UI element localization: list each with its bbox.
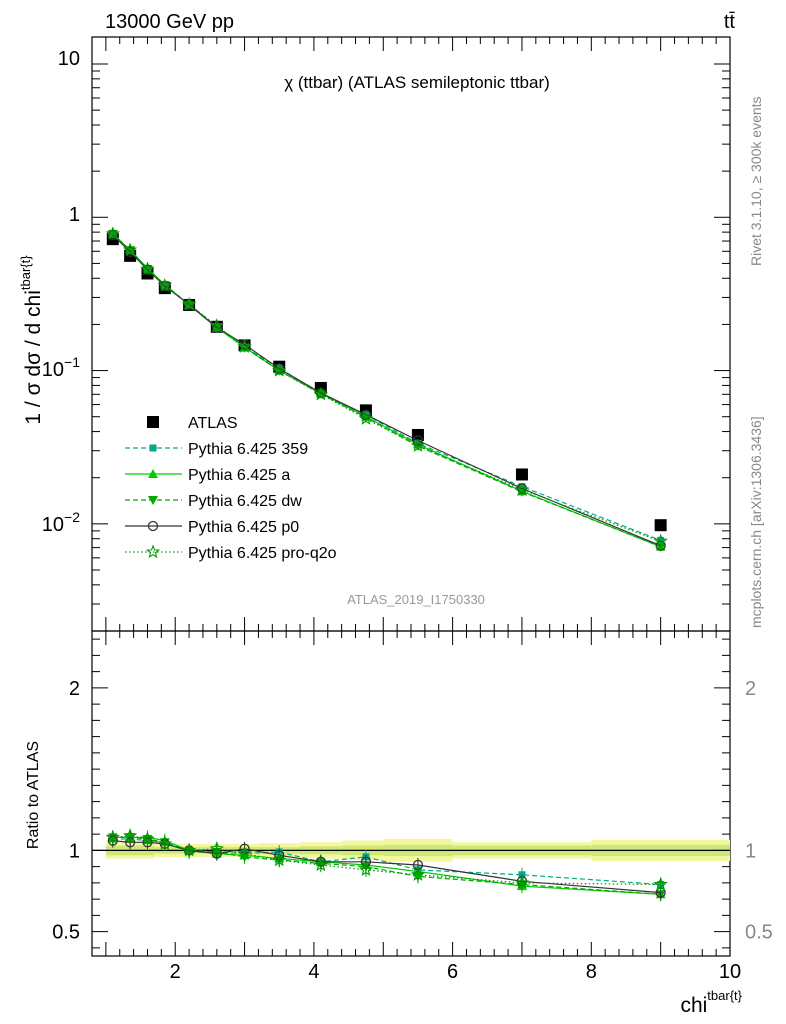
ratio-plot-panel: 0.5 0.5 1 1 2 2 Ratio to ATLAS 2 4 6 8 10 chitbar… [25, 630, 773, 1017]
data-point [124, 246, 136, 257]
ratio-point [122, 828, 138, 842]
data-point [360, 409, 372, 420]
ratio-point [272, 852, 287, 867]
ratio-y-tick-labels: 0.5 0.5 1 1 2 2 [52, 678, 773, 944]
legend-label: Pythia 6.425 a [188, 467, 290, 484]
ratio-point [209, 841, 224, 855]
ratio-y-tick-label-right: 2 [745, 678, 756, 700]
data-point [313, 386, 329, 401]
data-point [654, 519, 667, 532]
legend-label: Pythia 6.425 pro-q2o [188, 545, 337, 562]
main-plot-frame [91, 36, 731, 632]
ratio-point [157, 836, 172, 850]
collision-label: 13000 GeV pp [105, 11, 234, 33]
ratio-uncertainty-band [92, 839, 730, 862]
legend-marker [148, 469, 158, 478]
data-point [655, 540, 666, 551]
data-point [514, 482, 530, 496]
data-point [184, 301, 195, 311]
x-axis-label: chitbar{t} [680, 988, 742, 1017]
legend-label: ATLAS [188, 415, 238, 432]
data-point [653, 533, 668, 548]
series-pythia-6-425-pro-q2o [105, 226, 668, 548]
legend-label: Pythia 6.425 dw [188, 493, 302, 510]
rivet-version-label: Rivet 3.1.10, ≥ 300k events [748, 96, 764, 266]
data-point [411, 428, 424, 441]
ratio-point [237, 846, 252, 860]
data-point [142, 264, 153, 275]
ratio-y-tick-label: 0.5 [52, 922, 80, 944]
x-tick-labels: 2 4 6 8 10 [170, 961, 741, 983]
data-point [181, 296, 197, 311]
source-label: mcplots.cern.ch [arXiv:1306.3436] [748, 416, 764, 628]
ratio-plot-frame [91, 630, 731, 957]
data-point [410, 438, 426, 452]
main-y-axis-label: 1 / σ dσ / d chitbar{t} [18, 255, 45, 425]
data-point [272, 363, 287, 377]
ratio-y-axis-label: Ratio to ATLAS [25, 741, 42, 849]
main-axis-ticks [92, 37, 731, 632]
ratio-point [358, 862, 374, 876]
data-point [159, 280, 170, 292]
main-series-layer [105, 226, 668, 552]
data-point [237, 339, 252, 353]
ratio-point [181, 842, 197, 857]
data-point [157, 278, 172, 292]
legend-entry: ATLAS [147, 415, 238, 432]
ratio-series-pythia-6-425-pro-q2o [105, 828, 668, 892]
legend-marker [149, 444, 157, 452]
legend-label: Pythia 6.425 p0 [188, 519, 299, 536]
y-tick-label-0.1: 10−1 [42, 354, 80, 381]
legend-entry: Pythia 6.425 pro-q2o [125, 544, 337, 562]
legend-label: Pythia 6.425 359 [188, 441, 308, 458]
x-tick-label: 4 [308, 961, 319, 983]
data-point [412, 435, 424, 446]
main-plot-panel: 10 1 10−1 10−2 χ (ttbar) (ATLAS semilept… [18, 36, 731, 632]
legend-marker [148, 496, 158, 505]
series-line [112, 233, 661, 542]
ratio-point [105, 829, 120, 844]
legend-entry: Pythia 6.425 dw [125, 493, 302, 510]
process-label: tt̄ [724, 11, 736, 33]
x-tick-label: 10 [719, 961, 741, 983]
ratio-series-layer [105, 828, 668, 902]
ratio-y-tick-label: 1 [69, 840, 80, 862]
data-point [122, 242, 138, 257]
x-tick-label: 6 [447, 961, 458, 983]
ratio-y-tick-label-right: 1 [745, 840, 756, 862]
ratio-y-tick-label-right: 0.5 [745, 922, 773, 944]
ratio-point [410, 867, 425, 881]
data-point [107, 229, 118, 241]
data-point [211, 322, 222, 333]
x-tick-label: 8 [586, 961, 597, 983]
ratio-point [514, 875, 530, 889]
legend-marker [147, 416, 159, 428]
x-tick-label: 2 [170, 961, 181, 983]
plot-title: χ (ttbar) (ATLAS semileptonic ttbar) [284, 73, 550, 92]
legend-marker [147, 520, 159, 532]
series-atlas [106, 233, 667, 532]
analysis-id: ATLAS_2019_I1750330 [347, 592, 485, 607]
main-y-tick-labels: 10 1 10−1 10−2 [42, 48, 80, 536]
legend-marker [145, 544, 161, 559]
data-point [358, 411, 374, 425]
data-point [209, 318, 224, 332]
y-tick-label-0.01: 10−2 [42, 509, 80, 536]
data-point [105, 226, 120, 240]
legend: ATLAS Pythia 6.425 359 Pythia 6.425 a Pythi… [125, 415, 337, 562]
legend-entry: Pythia 6.425 p0 [125, 519, 299, 536]
y-tick-label-10: 10 [58, 48, 80, 70]
ratio-point [140, 831, 155, 846]
ratio-point [313, 857, 329, 872]
legend-entry: Pythia 6.425 359 [125, 441, 308, 458]
data-point [140, 261, 155, 275]
ratio-point [653, 877, 668, 891]
data-point [657, 536, 665, 544]
ratio-axis-ticks [92, 631, 731, 956]
y-tick-label-1: 1 [69, 204, 80, 226]
data-point [515, 468, 528, 481]
legend-entry: Pythia 6.425 a [125, 467, 290, 484]
ratio-y-tick-label: 2 [69, 678, 80, 700]
